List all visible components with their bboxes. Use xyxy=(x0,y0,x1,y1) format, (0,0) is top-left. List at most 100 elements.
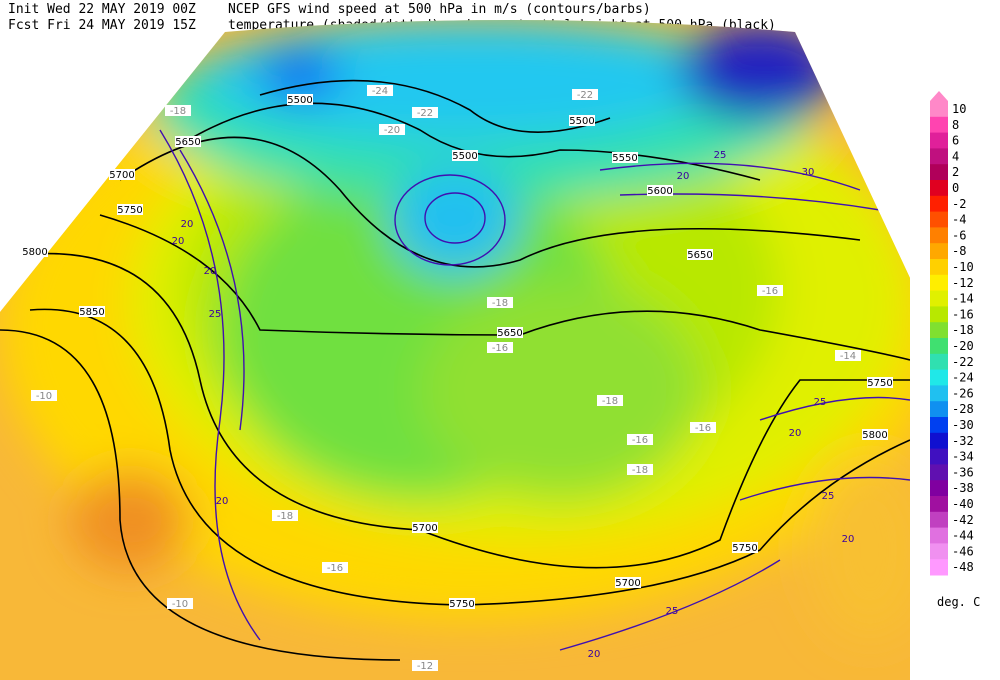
wind-label: 25 xyxy=(666,606,679,617)
colorbar-swatch xyxy=(930,480,948,497)
colorbar-swatch xyxy=(930,259,948,276)
wind-label: 25 xyxy=(209,309,222,320)
colorbar-label: 4 xyxy=(952,149,959,163)
colorbar-swatch xyxy=(930,148,948,165)
colorbar-swatch xyxy=(930,559,948,576)
temperature-label: -22 xyxy=(577,90,593,101)
colorbar-swatch xyxy=(930,116,948,134)
wind-label: 20 xyxy=(842,534,855,545)
height-label: 5600 xyxy=(647,186,672,197)
label-box xyxy=(412,660,438,671)
label-box xyxy=(627,434,653,445)
label-box xyxy=(379,124,405,135)
colorbar-label: -4 xyxy=(952,213,966,227)
wind-label: 20 xyxy=(181,219,194,230)
temperature-label: -20 xyxy=(384,125,400,136)
wind-label: 20 xyxy=(588,649,601,660)
label-box xyxy=(367,85,393,96)
colorbar-label: -32 xyxy=(952,434,974,448)
height-label: 5850 xyxy=(79,307,104,318)
colorbar-label: -18 xyxy=(952,323,974,337)
colorbar-label: -16 xyxy=(952,307,974,321)
colorbar-label: 10 xyxy=(952,102,966,116)
label-box xyxy=(79,306,105,317)
label-box xyxy=(627,464,653,475)
height-label: 5700 xyxy=(615,578,640,589)
label-box xyxy=(647,185,673,196)
colorbar-label: 6 xyxy=(952,134,959,148)
colorbar-swatch xyxy=(930,385,948,402)
temperature-label: -16 xyxy=(632,435,648,446)
colorbar-swatch xyxy=(930,417,948,434)
colorbar-swatch xyxy=(930,243,948,260)
label-box xyxy=(597,395,623,406)
colorbar-label: -10 xyxy=(952,260,974,274)
wind-label: 25 xyxy=(714,150,727,161)
colorbar-label: -48 xyxy=(952,560,974,574)
colorbar-label: -36 xyxy=(952,465,974,479)
label-box xyxy=(452,150,478,161)
temperature-label: -14 xyxy=(840,351,856,362)
label-box xyxy=(862,429,888,440)
label-box xyxy=(572,89,598,100)
colorbar-label: -6 xyxy=(952,228,966,242)
colorbar-swatch xyxy=(930,306,948,323)
height-label: 5500 xyxy=(452,151,477,162)
colorbar-label: -40 xyxy=(952,497,974,511)
label-box xyxy=(165,105,191,116)
colorbar-swatch xyxy=(930,211,948,228)
title-line: NCEP GFS wind speed at 500 hPa in m/s (c… xyxy=(228,2,651,17)
colorbar-swatch xyxy=(930,496,948,513)
temperature-label: -16 xyxy=(762,286,778,297)
fcst-text: Fcst Fri 24 MAY 2019 15Z xyxy=(8,18,196,33)
temperature-label: -22 xyxy=(417,108,433,119)
colorbar-label: -12 xyxy=(952,276,974,290)
label-box xyxy=(287,94,313,105)
colorbar-arrow xyxy=(930,91,948,101)
temperature-label: -18 xyxy=(277,511,293,522)
height-label: 5750 xyxy=(117,205,142,216)
label-box xyxy=(690,422,716,433)
label-box xyxy=(867,377,893,388)
colorbar-swatch xyxy=(930,338,948,355)
label-box xyxy=(569,115,595,126)
colorbar-swatch xyxy=(930,164,948,181)
colorbar-swatch xyxy=(930,448,948,465)
colorbar-label: 0 xyxy=(952,181,959,195)
colorbar-label: -28 xyxy=(952,402,974,416)
colorbar-label: -42 xyxy=(952,513,974,527)
colorbar-label: -30 xyxy=(952,418,974,432)
label-box xyxy=(109,169,135,180)
height-label: 5750 xyxy=(732,543,757,554)
colorbar-label: -8 xyxy=(952,244,966,258)
label-box xyxy=(497,327,523,338)
label-box xyxy=(615,577,641,588)
colorbar-label: -14 xyxy=(952,292,974,306)
colorbar-label: -2 xyxy=(952,197,966,211)
label-box xyxy=(412,107,438,118)
colorbar-swatch xyxy=(930,195,948,213)
wind-label: 20 xyxy=(204,266,217,277)
height-label: 5550 xyxy=(612,153,637,164)
temperature-label: -18 xyxy=(492,298,508,309)
label-box xyxy=(612,152,638,163)
colorbar-swatch xyxy=(930,543,948,560)
label-box xyxy=(487,297,513,308)
colorbar-label: -46 xyxy=(952,544,974,558)
label-box xyxy=(167,598,193,609)
height-label: 5750 xyxy=(867,378,892,389)
colorbar-swatch xyxy=(930,132,948,149)
label-box xyxy=(31,390,57,401)
temperature-label: -12 xyxy=(417,661,433,672)
wind-label: 25 xyxy=(814,397,827,408)
height-label: 5500 xyxy=(569,116,594,127)
temperature-label: -16 xyxy=(492,343,508,354)
colorbar-label: -34 xyxy=(952,450,974,464)
colorbar-swatch xyxy=(930,101,948,118)
label-box xyxy=(117,204,143,215)
temperature-label: -16 xyxy=(327,563,343,574)
label-box xyxy=(732,542,758,553)
